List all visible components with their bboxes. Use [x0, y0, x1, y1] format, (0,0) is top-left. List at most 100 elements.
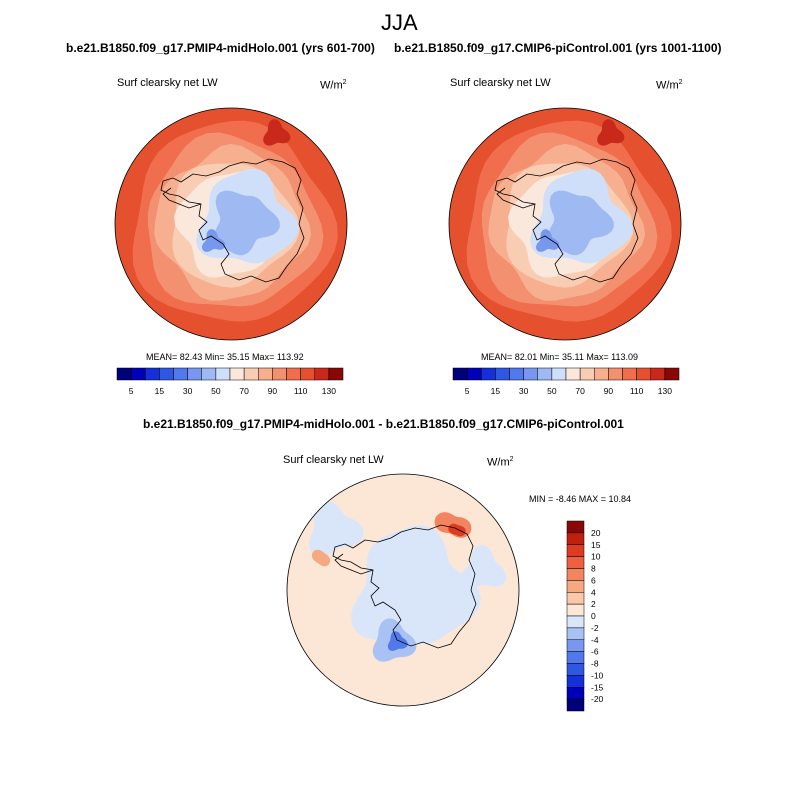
- colorbar-swatch: [650, 367, 666, 381]
- colorbar-swatch: [243, 367, 259, 381]
- colorbar-swatch: [272, 367, 287, 381]
- colorbar-swatch: [466, 367, 482, 381]
- coastline-peninsula: [162, 187, 202, 209]
- colorbar-swatch: [566, 615, 585, 629]
- coastline-antarctica: [332, 524, 477, 649]
- map-field: [449, 108, 681, 340]
- colorbar-tick-label: 50: [547, 386, 557, 396]
- colorbar-tick-label: -8: [591, 659, 599, 669]
- colorbar-swatch: [286, 367, 301, 381]
- colorbar-swatch: [579, 367, 595, 381]
- colorbar-swatch: [566, 592, 585, 605]
- colorbar-tick-label: 90: [604, 386, 614, 396]
- colorbar-tick-label: 70: [239, 386, 249, 396]
- panel-2-case-title: b.e21.B1850.f09_g17.CMIP6-piControl.001 …: [394, 41, 722, 55]
- diff-stats: MIN = -8.46 MAX = 10.84: [529, 494, 632, 504]
- colorbar-tick-label: 2: [591, 599, 596, 609]
- colorbar-swatch: [537, 367, 553, 381]
- panel-2-map: [448, 107, 682, 341]
- diff-variable-label: Surf clearsky net LW: [283, 454, 384, 466]
- colorbar-tick-label: 30: [519, 386, 529, 396]
- colorbar-swatch: [328, 367, 344, 381]
- colorbar-swatch: [523, 367, 539, 381]
- colorbar-swatch: [201, 367, 217, 381]
- colorbar-swatch: [566, 663, 585, 676]
- panel-1-case-title: b.e21.B1850.f09_g17.PMIP4-midHolo.001 (y…: [66, 41, 375, 55]
- colorbar-swatch: [566, 675, 585, 688]
- colorbar-swatch: [664, 367, 680, 381]
- map-boundary: [286, 473, 520, 707]
- colorbar-swatch: [566, 627, 585, 641]
- colorbar-swatch: [187, 367, 203, 381]
- colorbar-swatch: [130, 367, 146, 381]
- panel-2-units-label: W/m2: [656, 79, 683, 92]
- colorbar-tick-label: -15: [591, 682, 604, 692]
- colorbar-swatch: [566, 651, 585, 664]
- colorbar-swatch: [551, 367, 567, 381]
- colorbar-swatch: [258, 367, 273, 381]
- colorbar-swatch: [566, 687, 585, 700]
- colorbar-tick-label: 5: [465, 386, 470, 396]
- colorbar-swatch: [159, 367, 174, 381]
- colorbar-swatch: [145, 367, 160, 381]
- colorbar-swatch: [495, 367, 510, 381]
- field-ice-30: [536, 229, 560, 252]
- colorbar-swatch: [116, 367, 132, 381]
- panel-1-map: [114, 107, 348, 341]
- colorbar-tick-label: 30: [183, 386, 193, 396]
- colorbar-tick-label: 90: [268, 386, 278, 396]
- field-max-ne: [597, 119, 625, 146]
- colorbar-tick-label: -6: [591, 647, 599, 657]
- panel-1-units-label: W/m2: [320, 79, 347, 92]
- colorbar-tick-label: 6: [591, 575, 596, 585]
- colorbar-tick-label: 130: [322, 386, 336, 396]
- map-boundary: [448, 107, 682, 341]
- coastline-peninsula: [496, 187, 536, 209]
- colorbar-swatch: [565, 367, 581, 381]
- colorbar-tick-label: 130: [658, 386, 672, 396]
- field-diff-negative-w: [309, 500, 364, 557]
- map-field: [115, 108, 347, 340]
- colorbar-swatch: [566, 556, 585, 569]
- difference-map: [286, 473, 520, 707]
- colorbar-swatch: [452, 367, 468, 381]
- colorbar-tick-label: 0: [591, 611, 596, 621]
- colorbar-tick-label: 70: [575, 386, 585, 396]
- coastline-antarctica: [494, 158, 639, 283]
- colorbar-tick-label: 20: [591, 528, 601, 538]
- colorbar-tick-label: 5: [129, 386, 134, 396]
- colorbar-swatch: [566, 580, 585, 593]
- colorbar-tick-label: 15: [155, 386, 165, 396]
- colorbar-tick-label: -20: [591, 694, 604, 704]
- colorbar-tick-label: 8: [591, 564, 596, 574]
- colorbar-swatch: [229, 367, 245, 381]
- panel-1-colorbar: 5 15 30 50 70 90 110 130: [116, 367, 344, 396]
- colorbar-swatch: [173, 367, 188, 381]
- colorbar-swatch: [314, 367, 330, 381]
- colorbar-tick-label: -4: [591, 635, 599, 645]
- coastline-peninsula: [334, 553, 374, 575]
- field-ice-40: [214, 190, 280, 256]
- map-boundary: [114, 107, 348, 341]
- diff-case-title: b.e21.B1850.f09_g17.PMIP4-midHolo.001 - …: [143, 417, 624, 431]
- colorbar-swatch: [636, 367, 652, 381]
- colorbar-tick-label: -10: [591, 670, 604, 680]
- colorbar-tick-label: 15: [591, 540, 601, 550]
- colorbar-swatch: [566, 603, 585, 617]
- colorbar-swatch: [608, 367, 623, 381]
- colorbar-swatch: [566, 520, 585, 534]
- field-diff-negative-6: [387, 631, 408, 651]
- field-diff-positive-15: [448, 523, 466, 537]
- colorbar-tick-label: 110: [630, 386, 644, 396]
- colorbar-tick-label: 10: [591, 552, 601, 562]
- colorbar-swatch: [509, 367, 524, 381]
- panel-2-stats: MEAN= 82.01 Min= 35.11 Max= 113.09: [481, 352, 639, 362]
- colorbar-swatch: [300, 367, 316, 381]
- field-ice-40: [548, 190, 614, 256]
- field-diff-negative-e: [460, 545, 507, 589]
- colorbar-tick-label: 110: [294, 386, 308, 396]
- coastline-antarctica: [160, 158, 305, 283]
- panel-2-variable-label: Surf clearsky net LW: [450, 77, 551, 89]
- panel-2-colorbar: 5 15 30 50 70 90 110 130: [452, 367, 680, 396]
